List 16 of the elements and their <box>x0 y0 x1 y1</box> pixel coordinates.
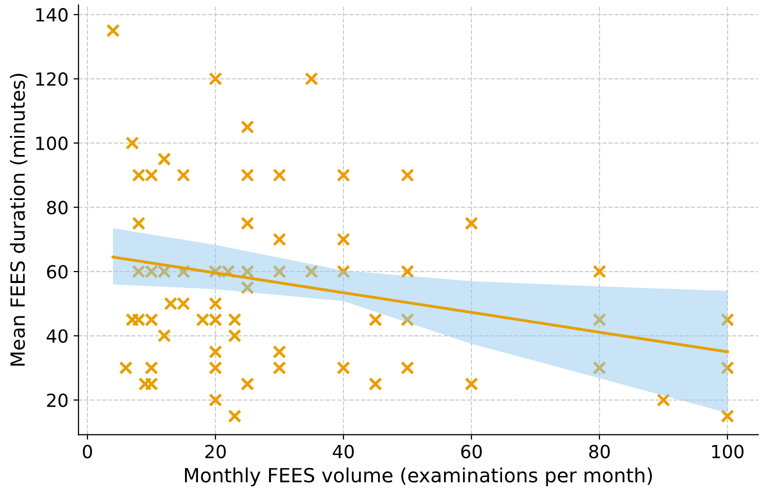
y-tick-label: 140 <box>36 8 68 22</box>
y-tick-label: 20 <box>47 393 68 408</box>
x-tick-label: 60 <box>461 444 482 458</box>
y-axis-title: Mean FEES duration (minutes) <box>10 74 28 366</box>
y-tick-label: 60 <box>47 265 68 279</box>
x-tick-label: 40 <box>332 444 354 458</box>
line-series <box>112 256 729 354</box>
y-tick-label: 120 <box>36 72 68 86</box>
x-tick-label: 0 <box>82 444 92 458</box>
y-tick-label: 40 <box>46 329 68 343</box>
y-tick-label: 80 <box>47 200 68 214</box>
x-axis-title: Monthly FEES volume (examinations per month) <box>185 467 652 486</box>
x-tick-label: 80 <box>589 444 610 458</box>
y-tick-label: 100 <box>36 136 68 150</box>
x-tick-label: 20 <box>205 444 226 458</box>
x-tick-label: 100 <box>712 444 744 458</box>
